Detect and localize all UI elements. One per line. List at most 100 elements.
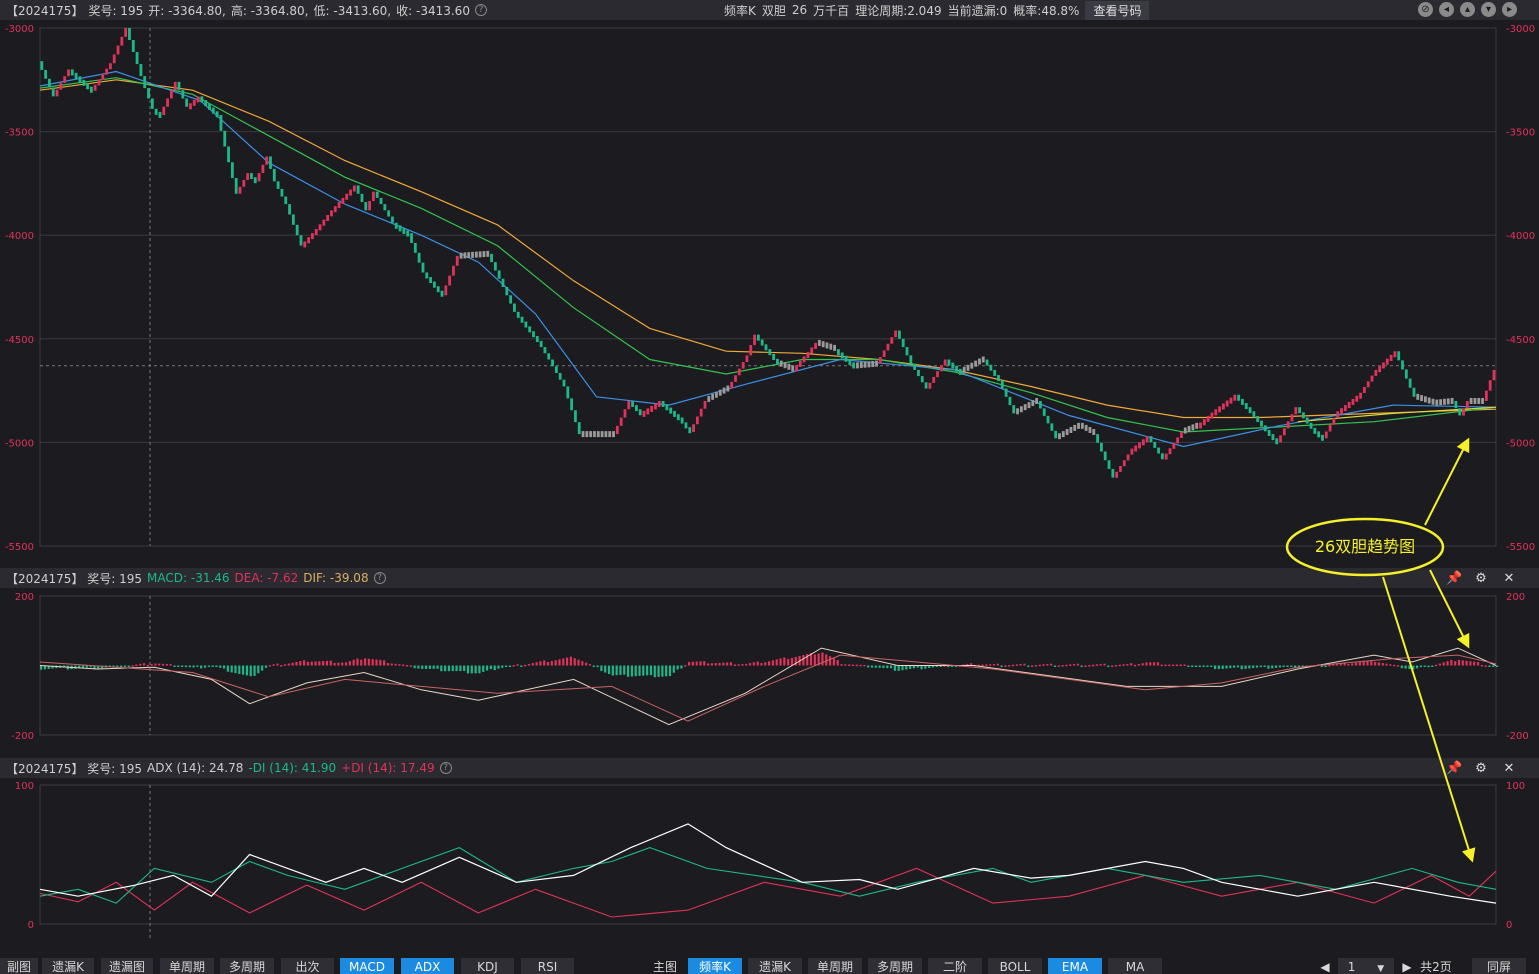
tab-count[interactable]: 出次 bbox=[281, 958, 334, 974]
up-icon[interactable]: ▴ bbox=[1460, 2, 1475, 17]
tab-subchart[interactable]: 副图 bbox=[0, 958, 38, 974]
adx-left-tick: 100 bbox=[15, 781, 34, 792]
candle bbox=[806, 351, 810, 358]
tab-multi-period-main[interactable]: 多周期 bbox=[868, 958, 922, 974]
macd-bar bbox=[390, 663, 393, 666]
macd-bar bbox=[333, 662, 336, 666]
close-icon[interactable]: ✕ bbox=[1503, 760, 1515, 776]
tab-main-chart[interactable]: 主图 bbox=[652, 960, 677, 974]
prev-page-button[interactable]: ◀ bbox=[1320, 960, 1330, 974]
macd-chart[interactable]: 200 200 -200 -200 bbox=[0, 588, 1539, 758]
main-chart[interactable]: -3000 -3000 -3500 -3500 -4000 -4000 -4500 -4500… bbox=[0, 20, 1539, 566]
next-page-button[interactable]: ▶ bbox=[1402, 960, 1412, 974]
candle bbox=[676, 414, 680, 421]
compass-icon[interactable]: ⊘ bbox=[1418, 2, 1433, 17]
candle bbox=[1378, 366, 1382, 373]
candle bbox=[631, 400, 634, 407]
tab-ma[interactable]: MA bbox=[1108, 958, 1162, 974]
close-icon[interactable]: ✕ bbox=[1503, 570, 1515, 586]
pin-icon[interactable]: 📌 bbox=[1446, 760, 1463, 776]
candle bbox=[352, 185, 356, 192]
candle bbox=[261, 164, 265, 174]
candle bbox=[1218, 406, 1221, 413]
candle bbox=[1000, 380, 1004, 389]
macd-bar bbox=[264, 665, 268, 668]
pin-icon[interactable]: 📌 bbox=[1446, 570, 1463, 586]
help-icon[interactable]: ? bbox=[474, 4, 487, 16]
candle bbox=[1252, 411, 1256, 418]
candle bbox=[128, 28, 131, 41]
tab-single-period-main[interactable]: 单周期 bbox=[808, 958, 862, 974]
candle bbox=[909, 355, 913, 364]
candle bbox=[1408, 378, 1412, 388]
macd-bar bbox=[695, 661, 698, 666]
back-icon[interactable]: ◂ bbox=[1439, 2, 1454, 17]
adx-help-icon[interactable]: ? bbox=[439, 762, 452, 774]
macd-bar bbox=[146, 664, 149, 667]
tab-single-period[interactable]: 单周期 bbox=[160, 958, 214, 974]
candle bbox=[1324, 431, 1328, 439]
tab-freq-k[interactable]: 频率K bbox=[688, 958, 742, 974]
main-left-tick: -3500 bbox=[5, 128, 34, 139]
macd-bar bbox=[1156, 662, 1159, 666]
fullscreen-button[interactable]: 同屏 bbox=[1472, 958, 1526, 974]
macd-bar bbox=[844, 664, 847, 666]
adx-right-tick: 100 bbox=[1506, 781, 1525, 792]
candle bbox=[257, 173, 261, 182]
tab-rsi[interactable]: RSI bbox=[521, 958, 574, 974]
macd-bar bbox=[661, 665, 664, 677]
macd-bar bbox=[444, 665, 447, 672]
macd-bar bbox=[1225, 665, 1228, 669]
macd-bar bbox=[150, 664, 153, 666]
candle bbox=[158, 111, 162, 118]
macd-help-icon[interactable]: ? bbox=[373, 572, 386, 584]
candle bbox=[398, 225, 402, 232]
candle bbox=[570, 398, 574, 411]
tab-miss-k-main[interactable]: 遗漏K bbox=[748, 958, 802, 974]
tab-kdj[interactable]: KDJ bbox=[461, 958, 514, 974]
macd-bar bbox=[1328, 664, 1331, 667]
macd-bar bbox=[859, 664, 862, 667]
tab-multi-period[interactable]: 多周期 bbox=[220, 958, 274, 974]
forward-icon[interactable]: ▸ bbox=[1502, 2, 1517, 17]
macd-bar bbox=[588, 664, 592, 666]
tab-macd[interactable]: MACD bbox=[340, 958, 394, 974]
macd-bar bbox=[47, 665, 50, 669]
settings-icon[interactable]: ⚙ bbox=[1475, 760, 1487, 776]
tab-miss-k[interactable]: 遗漏K bbox=[42, 958, 94, 974]
tab-ema[interactable]: EMA bbox=[1048, 958, 1102, 974]
candle bbox=[436, 286, 440, 293]
macd-bar bbox=[768, 661, 771, 666]
macd-bar bbox=[322, 661, 325, 666]
macd-bar bbox=[745, 663, 748, 666]
candle bbox=[413, 242, 417, 253]
macd-bar bbox=[181, 665, 184, 667]
down-icon[interactable]: ▾ bbox=[1481, 2, 1496, 17]
macd-bar bbox=[771, 660, 775, 666]
candle bbox=[604, 431, 608, 438]
candle bbox=[844, 355, 848, 362]
tab-boll[interactable]: BOLL bbox=[988, 958, 1042, 974]
macd-bar bbox=[78, 665, 81, 669]
candle bbox=[890, 337, 894, 344]
macd-bar bbox=[1435, 664, 1438, 667]
candle bbox=[513, 303, 516, 312]
candle bbox=[48, 78, 51, 88]
macd-bar bbox=[840, 664, 843, 666]
macd-bar bbox=[211, 665, 214, 667]
candle bbox=[1153, 441, 1157, 448]
candle bbox=[208, 103, 211, 110]
candle bbox=[878, 357, 882, 364]
tab-miss-chart[interactable]: 遗漏图 bbox=[101, 958, 153, 974]
page-select[interactable]: 1 ▼ bbox=[1338, 958, 1394, 974]
candle bbox=[86, 83, 89, 90]
macd-bar bbox=[870, 665, 874, 668]
macd-bar bbox=[1366, 660, 1369, 666]
tab-adx[interactable]: ADX bbox=[401, 958, 454, 974]
adx-chart[interactable]: 100 100 0 0 bbox=[0, 778, 1539, 956]
candle bbox=[1023, 404, 1027, 411]
tab-second-order[interactable]: 二阶 bbox=[928, 958, 982, 974]
settings-icon[interactable]: ⚙ bbox=[1475, 570, 1487, 586]
macd-bar bbox=[821, 652, 824, 666]
check-numbers-button[interactable]: 查看号码 bbox=[1085, 0, 1150, 20]
